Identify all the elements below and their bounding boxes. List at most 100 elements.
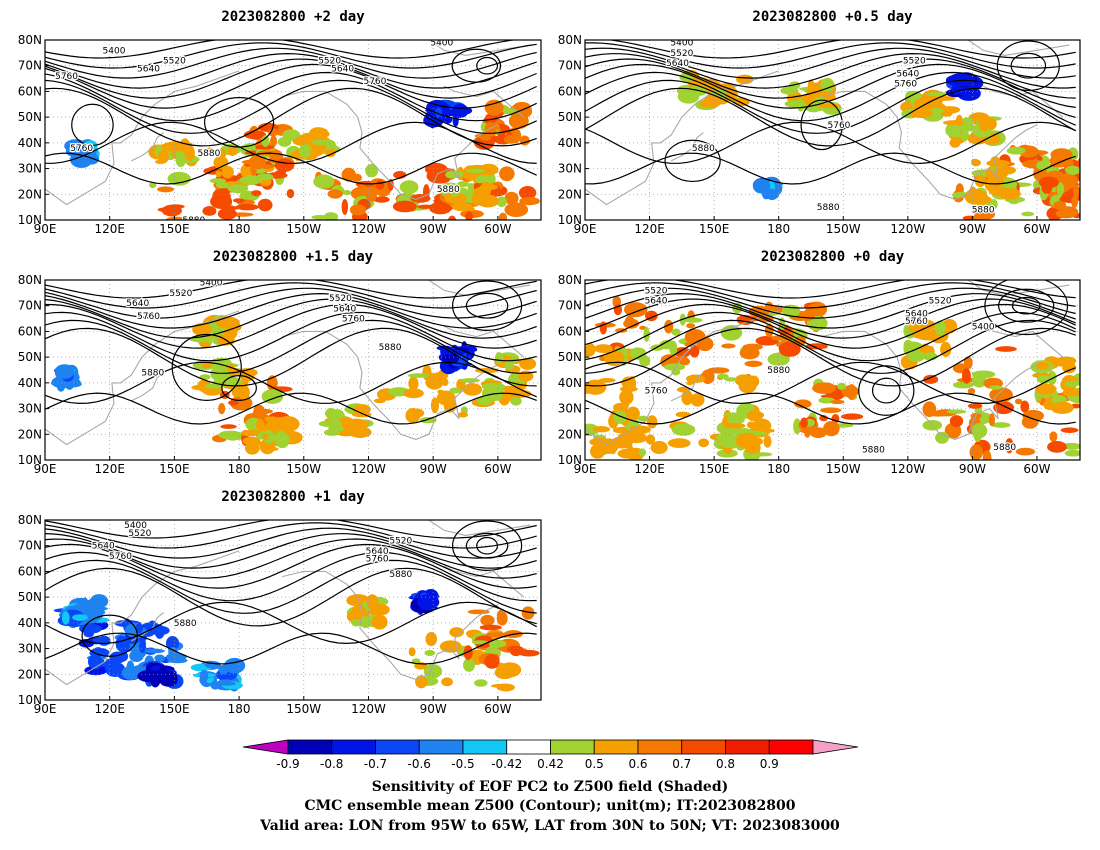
- shading-cell: [375, 179, 385, 190]
- contour-closed: [476, 536, 499, 555]
- shading-cell: [218, 681, 236, 686]
- contour-line: [45, 551, 537, 602]
- shading-cell: [948, 73, 972, 86]
- shading-cell: [686, 381, 694, 386]
- shading-cell: [60, 380, 82, 388]
- shading-cell: [403, 388, 424, 399]
- shading-cell: [778, 341, 801, 357]
- contour-label: 5760: [645, 387, 668, 397]
- coastline: [670, 132, 704, 162]
- coastline: [443, 565, 525, 598]
- contour-label: 5640: [331, 64, 354, 74]
- x-tick-label: 180: [767, 222, 790, 236]
- shading-cell: [463, 658, 475, 672]
- contour-line: [585, 311, 1076, 362]
- shading-cell: [275, 437, 289, 449]
- shading-cell: [982, 450, 992, 460]
- shading-cell: [1071, 195, 1079, 209]
- shading-cell: [157, 149, 169, 164]
- shading-cell: [200, 222, 222, 229]
- contour-label: 5640: [366, 547, 389, 557]
- shading-cell: [474, 679, 488, 687]
- shading-cell: [646, 415, 658, 429]
- contour-line: [45, 567, 537, 627]
- shading-cell: [311, 139, 328, 146]
- contour-label: 5880: [993, 443, 1016, 453]
- shading-cell: [235, 203, 259, 211]
- shading-cell: [686, 86, 708, 97]
- shading-cell: [1064, 380, 1080, 387]
- contour-line: [45, 559, 537, 614]
- shading-cell: [685, 374, 706, 384]
- shading-cell: [1036, 361, 1050, 370]
- contour-line: [45, 152, 537, 185]
- shading-cell: [341, 167, 356, 182]
- shading-cell: [266, 416, 280, 424]
- coastline: [670, 372, 704, 402]
- panel-title: 2023082800 +0 day: [761, 249, 905, 265]
- grid-lines: [585, 280, 1080, 460]
- shading-cell: [126, 660, 135, 675]
- shading-cell: [793, 418, 802, 435]
- contour-label: 5640: [905, 309, 928, 319]
- x-tick-label: 90W: [420, 462, 447, 476]
- x-tick-label: 60W: [1023, 462, 1050, 476]
- shading-cell: [477, 194, 499, 208]
- shading-cell: [809, 427, 827, 439]
- shading-cell: [322, 131, 330, 138]
- shading-cell: [585, 349, 593, 358]
- shading-cell: [1047, 207, 1055, 220]
- contour-label: 5760: [828, 121, 851, 131]
- contour-closed: [984, 280, 1069, 336]
- contour-line: [45, 292, 537, 329]
- shading-cell: [484, 653, 500, 669]
- shading-cell: [441, 378, 449, 387]
- shading-cell: [1035, 383, 1057, 395]
- coastline: [585, 310, 779, 446]
- shading-cell: [797, 98, 805, 112]
- x-tick-label: 120W: [351, 222, 386, 236]
- x-tick-label: 150E: [159, 702, 190, 716]
- x-tick-label: 150W: [826, 222, 861, 236]
- contour-line: [585, 327, 1076, 387]
- shading-cell: [241, 159, 259, 165]
- shading-cell: [675, 411, 691, 418]
- shading-cell: [1021, 211, 1035, 217]
- shading-cell: [909, 109, 934, 118]
- contour-label: 5520: [903, 57, 926, 67]
- shading-cell: [917, 319, 936, 332]
- shading-cell: [292, 136, 317, 147]
- contour-label: 5520: [318, 57, 341, 67]
- shading-cell: [61, 611, 70, 625]
- x-tick-label: 180: [228, 222, 251, 236]
- shading-cell: [476, 395, 493, 406]
- shading-cell: [215, 181, 229, 189]
- shading-cell: [484, 121, 497, 137]
- contour-line: [585, 392, 1076, 425]
- shading-cell: [592, 426, 611, 433]
- shading-cell: [479, 163, 499, 176]
- shading-cell: [220, 424, 237, 429]
- y-tick-label: 20N: [18, 427, 42, 441]
- shading-cell: [1038, 176, 1059, 189]
- shading-cell: [494, 666, 516, 680]
- contour-label: 5520: [929, 297, 952, 307]
- shading-cell: [519, 196, 540, 206]
- shading-cell: [617, 448, 640, 459]
- y-tick-label: 30N: [18, 642, 42, 656]
- shading-cell: [419, 417, 437, 424]
- panel-title: 2023082800 +1.5 day: [213, 249, 374, 265]
- shading-cell: [72, 614, 88, 621]
- shading-cell: [967, 403, 983, 409]
- x-tick-label: 60W: [484, 702, 511, 716]
- sensitivity-shading: [50, 314, 537, 455]
- shading-cell: [135, 623, 143, 634]
- shading-cell: [257, 198, 273, 212]
- shading-cell: [168, 646, 178, 659]
- shading-cell: [143, 648, 165, 654]
- y-tick-label: 10N: [558, 453, 582, 467]
- contour-line: [45, 361, 537, 405]
- x-tick-label: 150W: [286, 462, 321, 476]
